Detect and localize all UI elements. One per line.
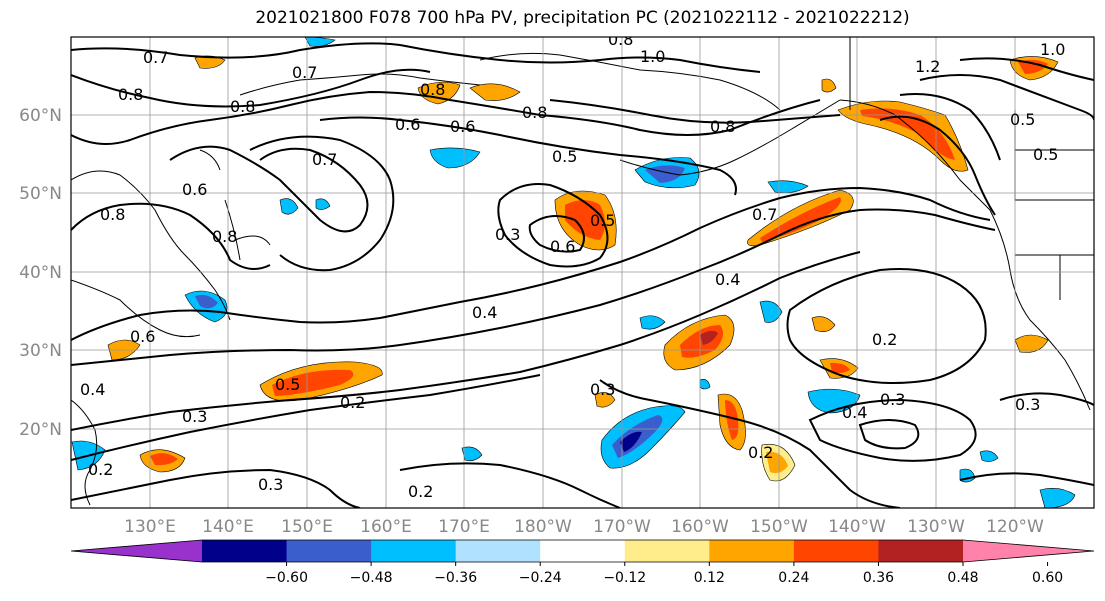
contour-label: 1.0 xyxy=(1040,40,1065,59)
contour-label: 0.6 xyxy=(450,117,475,136)
lon-label: 130°E xyxy=(124,517,176,537)
colorbar: −0.60 −0.48 −0.36 −0.24 −0.12 0.12 0.24 0.36 0.4… xyxy=(70,539,1095,586)
contour-label: 0.8 xyxy=(118,85,143,104)
colorbar-swatch xyxy=(202,540,288,562)
colorbar-swatch xyxy=(793,540,879,562)
plot-frame xyxy=(70,36,1095,509)
graticule xyxy=(71,37,1094,508)
colorbar-tick-label: 0.60 xyxy=(1032,570,1063,586)
lat-label: 60°N xyxy=(19,106,62,126)
contour-label: 0.8 xyxy=(522,103,547,122)
contour-label: 0.4 xyxy=(80,380,105,399)
longitude-labels: 130°E 140°E 150°E 160°E 170°E 180°W 170°… xyxy=(124,517,1044,537)
positive-anomaly-patch xyxy=(1009,56,1059,81)
shading-layer xyxy=(71,37,1076,508)
colorbar-swatch xyxy=(371,540,457,562)
contour-label: 0.2 xyxy=(408,482,433,501)
colorbar-outline xyxy=(70,539,1095,563)
colorbar-tick-label: −0.12 xyxy=(603,570,646,586)
contour-label: 0.6 xyxy=(550,237,575,256)
contour-label: 0.2 xyxy=(88,460,113,479)
lat-label: 50°N xyxy=(19,184,62,204)
lat-label: 40°N xyxy=(19,263,62,283)
colorbar-tick-label: −0.36 xyxy=(434,570,477,586)
lon-label: 130°W xyxy=(907,517,965,537)
lat-label: 20°N xyxy=(19,420,62,440)
lon-label: 160°E xyxy=(360,517,412,537)
contour-label: 0.5 xyxy=(275,375,300,394)
contour-label: 0.8 xyxy=(608,30,633,49)
colorbar-swatch xyxy=(878,540,964,562)
contour-label: 0.2 xyxy=(872,330,897,349)
lon-label: 160°W xyxy=(671,517,729,537)
positive-anomaly-patch xyxy=(747,189,854,247)
coastline-layer xyxy=(71,37,1094,506)
contour-label: 0.5 xyxy=(1010,110,1035,129)
contour-label: 0.8 xyxy=(212,227,237,246)
lon-label: 140°E xyxy=(202,517,254,537)
colorbar-swatch xyxy=(286,540,372,562)
contour-label: 0.5 xyxy=(590,211,615,230)
lon-label: 170°W xyxy=(593,517,651,537)
contour-label: 0.3 xyxy=(182,407,207,426)
lat-label: 30°N xyxy=(19,341,62,361)
contour-label: 1.0 xyxy=(640,47,665,66)
contour-label: 0.8 xyxy=(710,117,735,136)
colorbar-swatch xyxy=(540,540,626,562)
colorbar-tick-label: 0.24 xyxy=(778,570,809,586)
lon-label: 150°W xyxy=(750,517,808,537)
contour-label: 0.3 xyxy=(495,225,520,244)
contour-label: 0.7 xyxy=(312,150,337,169)
positive-anomaly-patch xyxy=(139,449,186,473)
colorbar-extend-max xyxy=(963,540,1094,562)
positive-anomaly-patch xyxy=(663,314,735,371)
colorbar-swatch xyxy=(624,540,710,562)
contour-label: 0.4 xyxy=(472,303,497,322)
colorbar-tick-label: 0.36 xyxy=(863,570,894,586)
contour-label: 0.3 xyxy=(1015,395,1040,414)
lon-label: 180°W xyxy=(514,517,572,537)
colorbar-swatch xyxy=(455,540,541,562)
pv-contours xyxy=(71,42,1094,508)
colorbar-extend-min xyxy=(71,540,202,562)
positive-anomaly-patch xyxy=(417,81,521,105)
colorbar-tick-label: −0.24 xyxy=(519,570,562,586)
colorbar-tick-label: 0.48 xyxy=(947,570,978,586)
contour-label: 0.5 xyxy=(552,147,577,166)
colorbar-tick-label: −0.48 xyxy=(350,570,393,586)
contour-label: 0.8 xyxy=(420,80,445,99)
colorbar-tick-label: −0.60 xyxy=(265,570,308,586)
contour-label: 0.7 xyxy=(292,63,317,82)
contour-label: 0.8 xyxy=(100,205,125,224)
positive-anomaly-patch xyxy=(717,393,796,482)
contour-label: 0.2 xyxy=(748,443,773,462)
contour-label: 0.6 xyxy=(182,180,207,199)
contour-label: 0.3 xyxy=(590,380,615,399)
contour-label: 0.6 xyxy=(395,115,420,134)
positive-anomaly-patch xyxy=(259,361,383,402)
latitude-labels: 60°N 50°N 40°N 30°N 20°N xyxy=(19,106,62,440)
contour-label: 0.4 xyxy=(842,403,867,422)
contour-label: 0.2 xyxy=(340,393,365,412)
colorbar-swatch xyxy=(709,540,795,562)
contour-label: 0.5 xyxy=(1033,145,1058,164)
lon-label: 150°E xyxy=(281,517,333,537)
contour-label: 1.2 xyxy=(915,57,940,76)
contour-label-group: 0.7 0.7 0.8 0.8 0.8 0.8 0.6 0.6 0.7 0.6 … xyxy=(80,30,1065,501)
contour-label: 0.7 xyxy=(143,48,168,67)
contour-label: 0.3 xyxy=(258,475,283,494)
lon-label: 120°W xyxy=(986,517,1044,537)
colorbar-tick-label: 0.12 xyxy=(694,570,725,586)
contour-label: 0.3 xyxy=(880,390,905,409)
contour-label: 0.6 xyxy=(130,327,155,346)
contour-label: 0.4 xyxy=(715,270,740,289)
contour-label: 0.7 xyxy=(752,205,777,224)
map-title: 2021021800 F078 700 hPa PV, precipitatio… xyxy=(255,8,910,28)
contour-label: 0.8 xyxy=(230,97,255,116)
lon-label: 170°E xyxy=(438,517,490,537)
lon-label: 140°W xyxy=(828,517,886,537)
